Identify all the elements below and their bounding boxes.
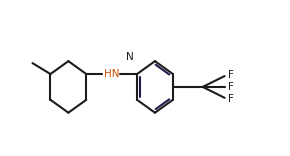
Text: F: F (228, 70, 233, 80)
Text: F: F (228, 82, 233, 92)
Text: F: F (228, 94, 233, 104)
Text: N: N (126, 52, 134, 62)
Text: HN: HN (104, 69, 120, 79)
